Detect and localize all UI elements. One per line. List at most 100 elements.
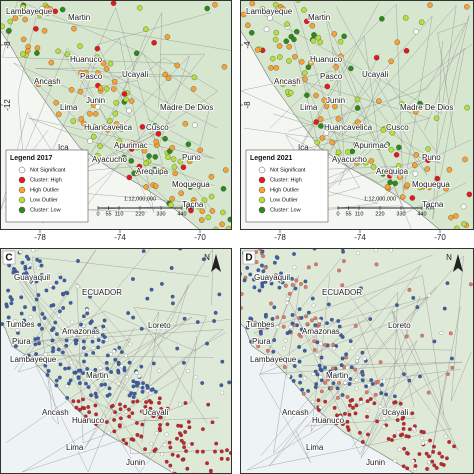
point [420, 436, 424, 441]
point [200, 427, 205, 432]
point [395, 418, 400, 422]
point [90, 339, 95, 344]
legend: Legend 2021 Not Significant Cluster: High H… [245, 149, 329, 223]
point [347, 412, 352, 417]
point [94, 103, 101, 110]
panel-letter: C [5, 253, 12, 264]
point [249, 339, 254, 344]
point [275, 325, 280, 330]
point [254, 47, 261, 53]
point [293, 28, 300, 35]
point [291, 36, 297, 43]
legend-label: High Outlier [30, 187, 59, 193]
point [26, 257, 31, 261]
point [112, 429, 117, 434]
point [286, 58, 292, 64]
region-label: Guayaquil [254, 273, 290, 282]
point [369, 378, 374, 382]
point [157, 396, 162, 401]
region-label: Lambayeque [6, 7, 53, 16]
point [311, 372, 316, 377]
point [54, 378, 59, 383]
point [317, 39, 323, 46]
point [353, 411, 358, 416]
point [151, 123, 158, 129]
point [186, 419, 191, 424]
point [290, 321, 295, 326]
point [159, 281, 164, 286]
point [390, 438, 394, 442]
point [61, 306, 66, 310]
region-label: Ancash [282, 408, 309, 417]
point [432, 339, 437, 344]
point [359, 286, 363, 291]
point [360, 123, 366, 129]
point [443, 434, 448, 439]
point [134, 370, 139, 375]
point [54, 280, 59, 285]
point [392, 400, 397, 405]
point [77, 88, 84, 95]
point [412, 162, 418, 168]
point [188, 207, 194, 214]
point [170, 452, 175, 457]
point [99, 383, 104, 387]
point [297, 307, 302, 312]
point [22, 16, 28, 23]
point [116, 368, 120, 373]
point [8, 295, 13, 299]
point [106, 430, 111, 435]
lat-label: -4 [243, 41, 252, 49]
point [354, 403, 359, 408]
scale-label: 0 [336, 211, 339, 217]
point [331, 366, 335, 371]
point [323, 103, 330, 109]
point [410, 411, 415, 416]
scale-ratio: 1:12,000,000 [124, 196, 156, 202]
scale-label: 220 [375, 211, 384, 217]
point [7, 18, 14, 25]
legend-label: Cluster: High [30, 177, 62, 183]
point [58, 362, 63, 367]
point [323, 380, 327, 385]
region-label: Tumbes [246, 320, 275, 329]
point [144, 400, 148, 404]
lon-label: -78 [34, 233, 46, 242]
point [89, 393, 93, 398]
point [272, 338, 277, 342]
point [36, 12, 43, 18]
point [350, 345, 355, 350]
point [143, 184, 149, 190]
map-panel: Tumbes Piura Amazonas Lambayeque Loreto Marti… [240, 248, 474, 474]
map-body [240, 248, 474, 474]
point [277, 54, 283, 60]
point [162, 71, 168, 78]
point [245, 325, 250, 330]
point [332, 103, 338, 110]
point [136, 163, 143, 170]
point [425, 157, 431, 164]
point [131, 170, 137, 177]
lat-label: -8 [243, 101, 252, 109]
point [68, 300, 73, 305]
point [23, 278, 28, 282]
point [299, 334, 303, 339]
point [257, 288, 262, 293]
point [35, 81, 42, 88]
point [305, 322, 310, 327]
point [240, 11, 247, 18]
point [86, 385, 91, 389]
point [227, 380, 232, 385]
point [299, 282, 303, 286]
region-label: Lima [66, 443, 84, 452]
point [306, 310, 311, 315]
point [316, 408, 321, 412]
point [365, 414, 369, 419]
point [223, 167, 229, 173]
point [447, 440, 452, 444]
point [396, 411, 401, 416]
point [210, 420, 215, 425]
point [272, 7, 279, 14]
point [93, 334, 98, 339]
point [40, 312, 45, 316]
